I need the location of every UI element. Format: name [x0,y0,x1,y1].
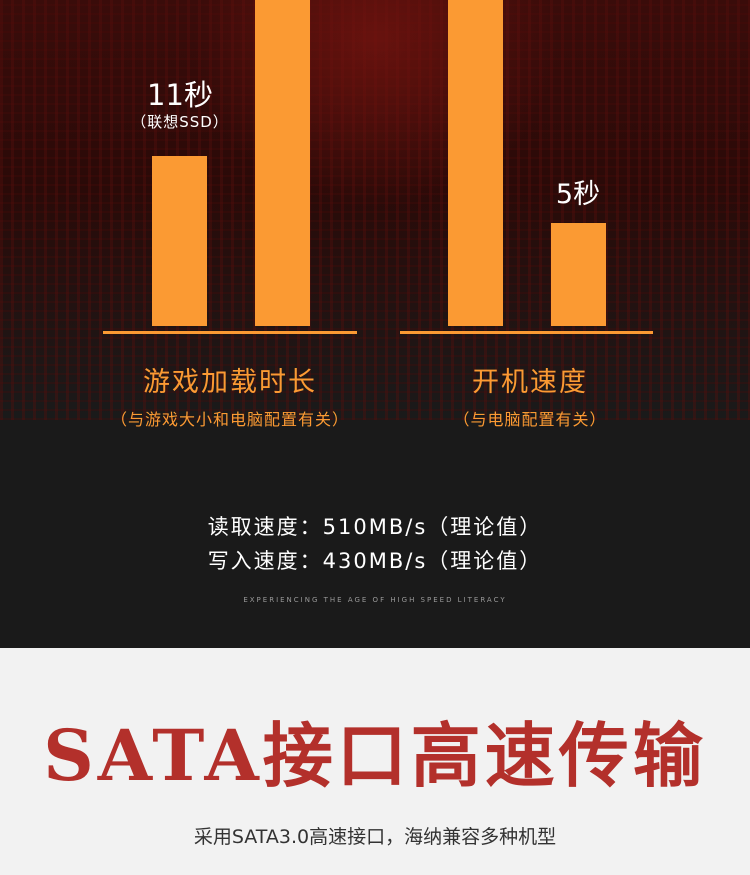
data-label: 11秒 [147,78,213,112]
category-note: （与游戏大小和电脑配置有关） [110,410,349,429]
feature-title: SATA接口高速传输 [43,714,707,797]
category-label: 开机速度 [472,367,588,398]
bar-0-1 [255,0,310,326]
group-baseline [400,331,653,334]
tagline: EXPERIENCING THE AGE OF HIGH SPEED LITER… [243,596,507,604]
feature-description: 采用SATA3.0高速接口，海纳兼容多种机型 [193,826,557,848]
category-label: 游戏加载时长 [143,367,317,398]
speed-chart-section: 11秒 （联想SSD） 5秒 游戏加载时长 （与游戏大小和电脑配置有关） 开机速… [0,0,750,648]
bar-1-1 [551,223,606,326]
data-sublabel: （联想SSD） [131,113,229,131]
circuit-background [0,0,750,420]
write-speed: 写入速度：430MB/s（理论值） [207,549,543,573]
bar-0-0 [152,156,207,326]
data-label: 5秒 [555,179,601,210]
category-note: （与电脑配置有关） [453,410,607,429]
group-baseline [103,331,357,334]
read-speed: 读取速度：510MB/s（理论值） [207,515,543,539]
bar-1-0 [448,0,503,326]
